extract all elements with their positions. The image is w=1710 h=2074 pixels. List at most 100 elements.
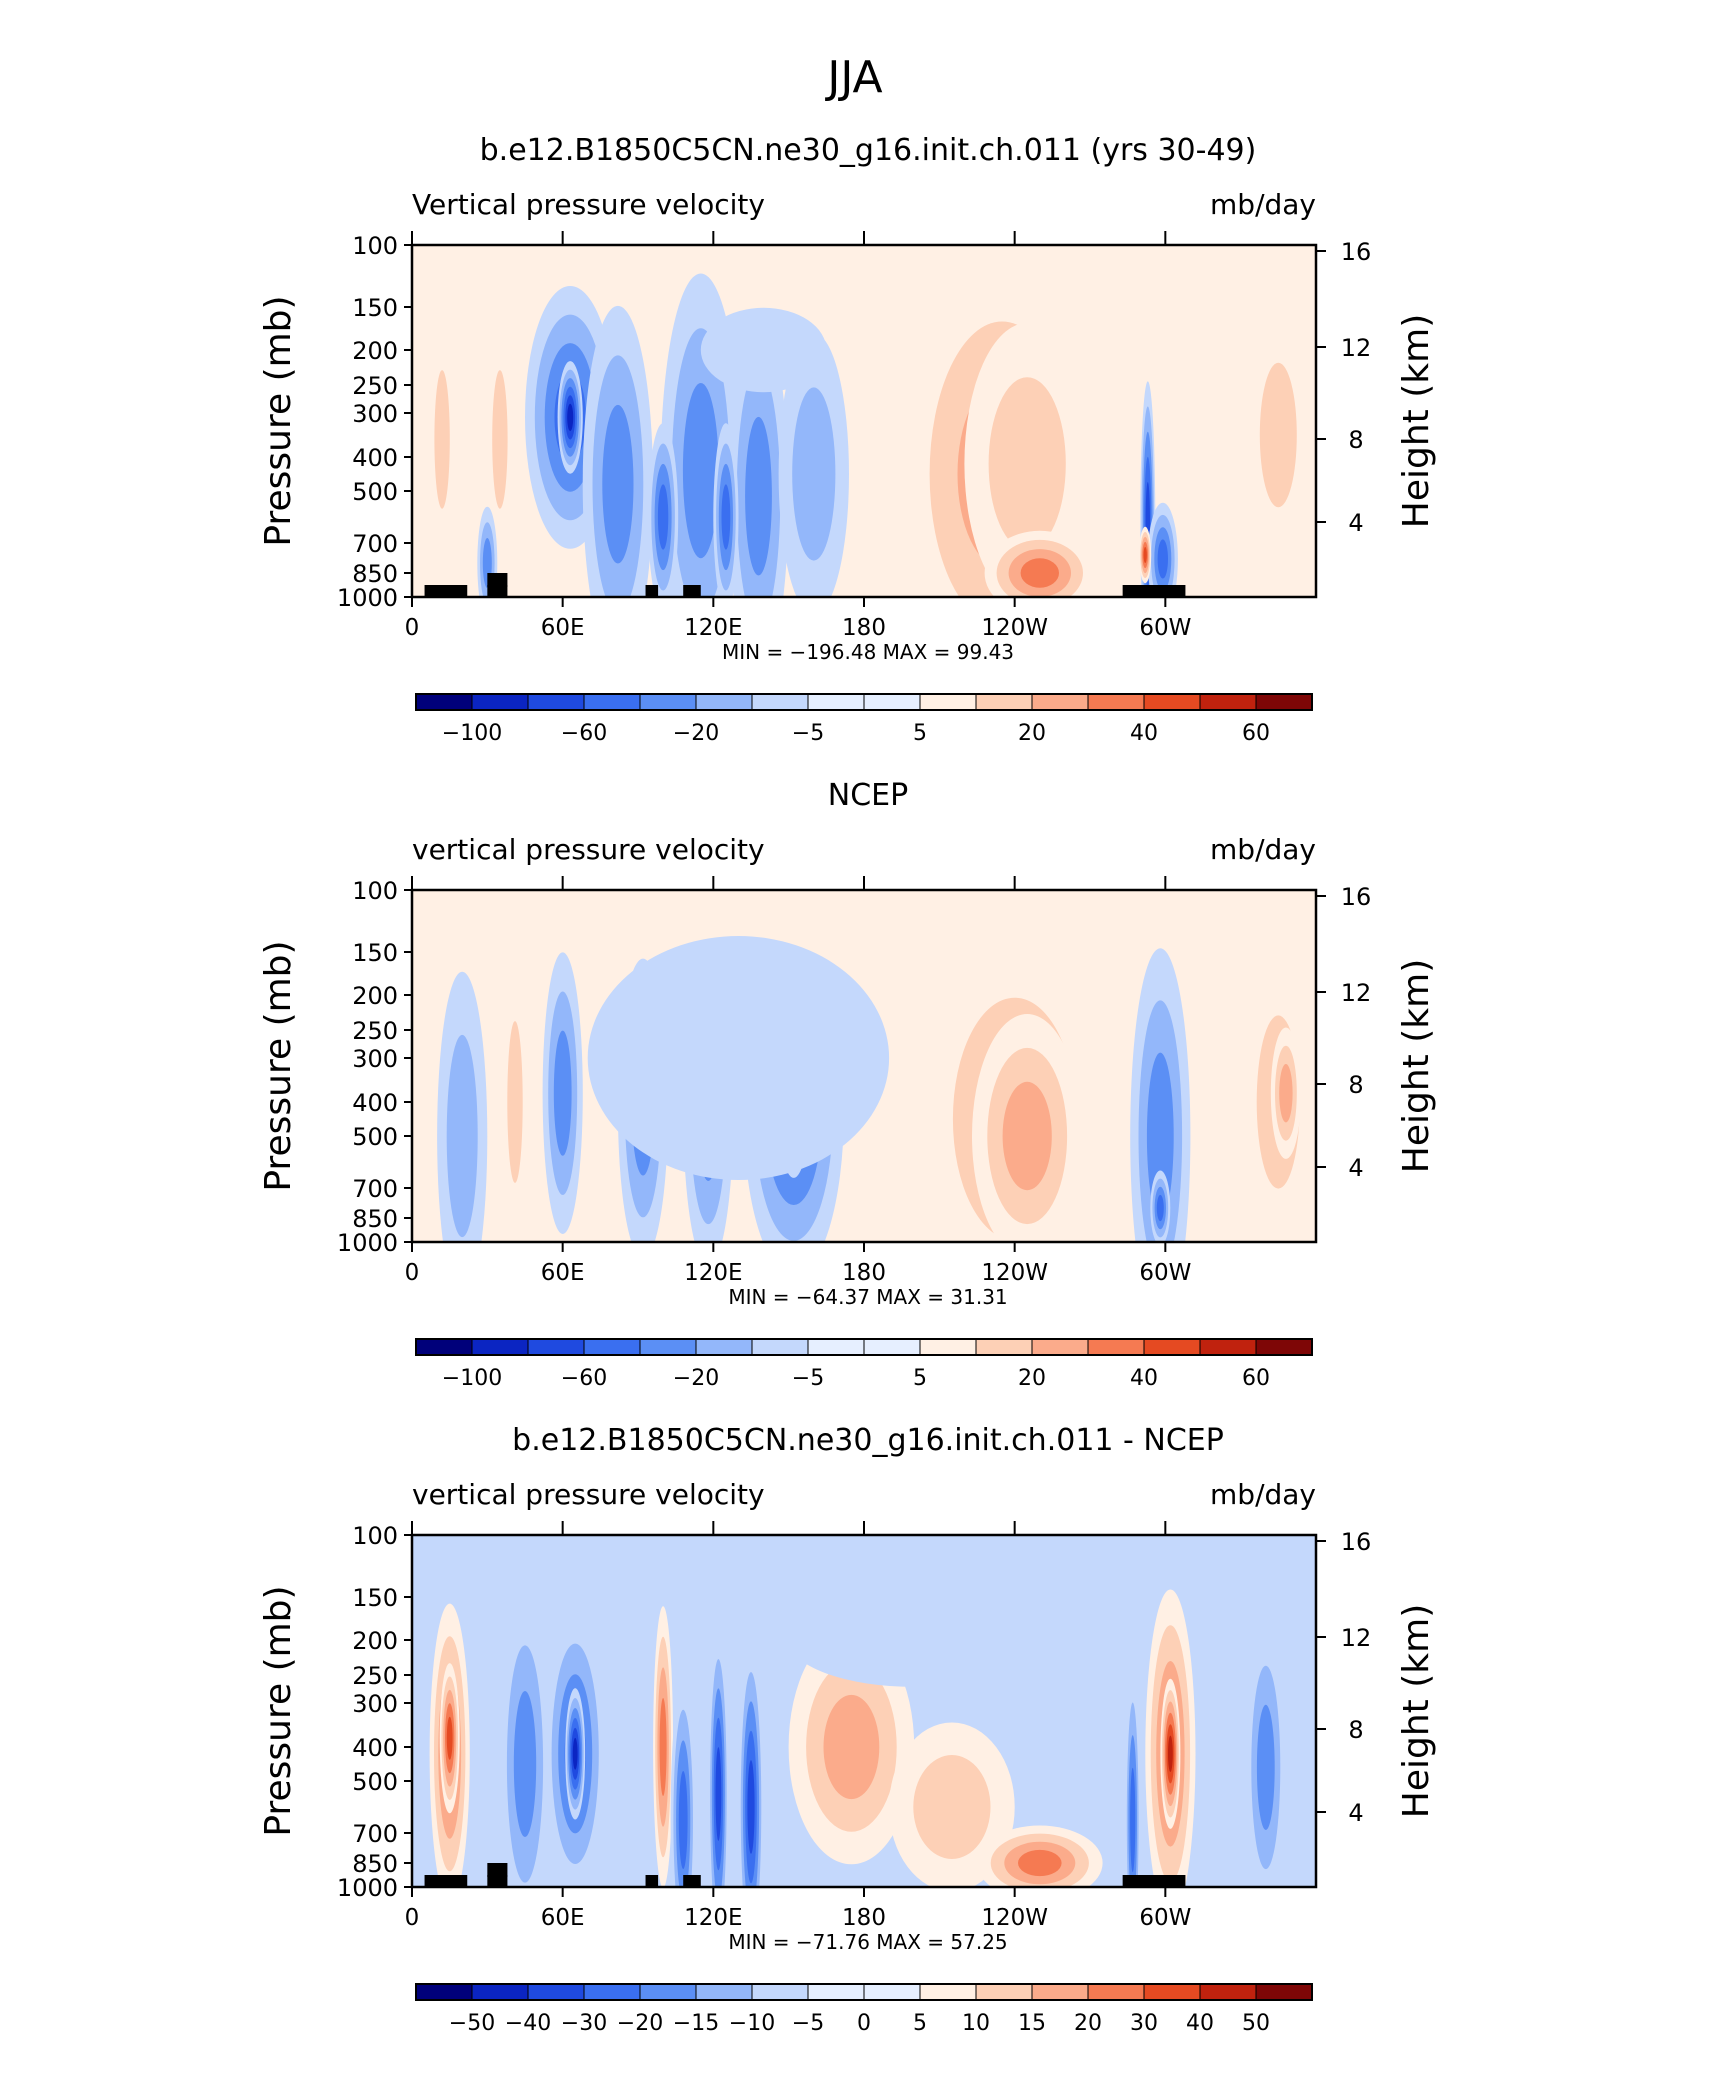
contour-blob <box>553 1030 572 1156</box>
topography-mask <box>487 573 508 587</box>
colorbar-swatch <box>1255 693 1313 711</box>
panel-1: b.e12.B1850C5CN.ne30_g16.init.ch.011 (yr… <box>258 133 1437 746</box>
colorbar-swatch <box>1255 1338 1313 1356</box>
y-tick-label: 250 <box>352 1017 398 1045</box>
y-tick-label: 400 <box>352 1089 398 1117</box>
y-tick-label: 150 <box>352 939 398 967</box>
colorbar-label: 10 <box>962 2011 990 2036</box>
colorbar-label: −10 <box>729 2011 775 2036</box>
contour-blob <box>659 1698 667 1796</box>
panel-units-label: mb/day <box>1210 1478 1316 1511</box>
colorbar-swatch <box>863 1338 921 1356</box>
y-tick-label: 100 <box>352 877 398 905</box>
contour-blob <box>1157 539 1169 579</box>
y2-tick-label: 4 <box>1348 1154 1363 1182</box>
x-tick-label: 180 <box>842 1905 886 1931</box>
colorbar-swatch <box>919 1338 977 1356</box>
colorbar-swatch <box>527 693 585 711</box>
colorbar-label: 50 <box>1242 2011 1270 2036</box>
topography-mask <box>424 1875 468 1887</box>
contour-field <box>412 245 1316 597</box>
colorbar-swatch <box>639 1983 697 2001</box>
panel-units-label: mb/day <box>1210 188 1316 221</box>
y-tick-label: 100 <box>352 232 398 260</box>
colorbar-label: −100 <box>442 721 502 746</box>
colorbar-swatch <box>1087 1338 1145 1356</box>
contour-blob <box>1020 558 1059 588</box>
colorbar-swatch <box>751 1983 809 2001</box>
colorbar-swatch <box>695 693 753 711</box>
y-tick-label: 400 <box>352 1734 398 1762</box>
topography-mask <box>424 585 468 597</box>
contour-blob <box>715 1747 722 1841</box>
y-tick-label: 500 <box>352 478 398 506</box>
contour-blob <box>913 1755 991 1859</box>
contour-blob <box>678 1771 688 1869</box>
panel-left-label: vertical pressure velocity <box>412 833 765 866</box>
colorbar-label: 30 <box>1130 2011 1158 2036</box>
colorbar-label: −20 <box>617 2011 663 2036</box>
contour-blob <box>745 416 772 576</box>
colorbar-swatch <box>415 1983 473 2001</box>
colorbar-swatch <box>807 1338 865 1356</box>
y-tick-label: 1000 <box>337 1229 398 1257</box>
colorbar-label: −50 <box>449 2011 495 2036</box>
x-tick-label: 60W <box>1139 1260 1191 1286</box>
y2-tick-label: 12 <box>1341 979 1372 1007</box>
x-tick-label: 0 <box>405 615 420 641</box>
colorbar-swatch <box>639 693 697 711</box>
x-tick-label: 120E <box>684 1905 742 1931</box>
contour-blob <box>572 1737 578 1770</box>
contour-blob <box>823 1694 880 1800</box>
y-tick-label: 150 <box>352 1584 398 1612</box>
colorbar-label: −30 <box>561 2011 607 2036</box>
y-tick-label: 700 <box>352 530 398 558</box>
colorbar-swatch <box>415 1338 473 1356</box>
colorbar-label: 60 <box>1242 721 1270 746</box>
colorbar-swatch <box>527 1338 585 1356</box>
colorbar-swatch <box>1199 1983 1257 2001</box>
y-tick-label: 300 <box>352 400 398 428</box>
colorbar-swatch <box>919 693 977 711</box>
topography-mask <box>1122 1875 1186 1887</box>
contour-blob <box>587 936 890 1180</box>
colorbar-label: 0 <box>857 2011 871 2036</box>
panel-title: b.e12.B1850C5CN.ne30_g16.init.ch.011 - N… <box>512 1423 1224 1458</box>
colorbar-swatch <box>919 1983 977 2001</box>
y-tick-label: 300 <box>352 1690 398 1718</box>
colorbar-label: −40 <box>505 2011 551 2036</box>
colorbar-label: −60 <box>561 721 607 746</box>
colorbar-swatch <box>751 1338 809 1356</box>
panel-left-label: Vertical pressure velocity <box>412 188 765 221</box>
colorbar-swatch <box>1199 693 1257 711</box>
x-tick-label: 60W <box>1139 1905 1191 1931</box>
y-tick-label: 500 <box>352 1768 398 1796</box>
contour-blob <box>657 484 669 550</box>
contour-blob <box>747 1760 755 1854</box>
colorbar-swatch <box>1031 693 1089 711</box>
topography-mask <box>487 585 508 597</box>
contour-blob <box>1259 362 1297 508</box>
x-tick-label: 60E <box>541 1905 585 1931</box>
contour-blob <box>434 370 450 509</box>
colorbar-label: 60 <box>1242 1366 1270 1391</box>
x-tick-label: 120W <box>981 615 1048 641</box>
y2-tick-label: 4 <box>1348 509 1363 537</box>
colorbar-frame <box>415 1338 1313 1356</box>
contour-blob <box>1168 1735 1173 1773</box>
contour-blob <box>1130 1767 1136 1873</box>
y2-axis-title: Height (km) <box>1396 1604 1437 1818</box>
colorbar-label: 40 <box>1130 721 1158 746</box>
y2-tick-label: 16 <box>1341 238 1372 266</box>
y-tick-label: 200 <box>352 337 398 365</box>
panel-title: b.e12.B1850C5CN.ne30_g16.init.ch.011 (yr… <box>480 133 1257 168</box>
contour-blob <box>1256 1704 1275 1830</box>
contour-blob <box>567 403 574 432</box>
contour-blob <box>446 1716 453 1760</box>
colorbar-swatch <box>1143 1983 1201 2001</box>
colorbar-label: 20 <box>1074 2011 1102 2036</box>
panel-3: b.e12.B1850C5CN.ne30_g16.init.ch.011 - N… <box>258 1423 1437 2036</box>
x-tick-label: 0 <box>405 1905 420 1931</box>
contour-blob <box>1156 1194 1164 1222</box>
